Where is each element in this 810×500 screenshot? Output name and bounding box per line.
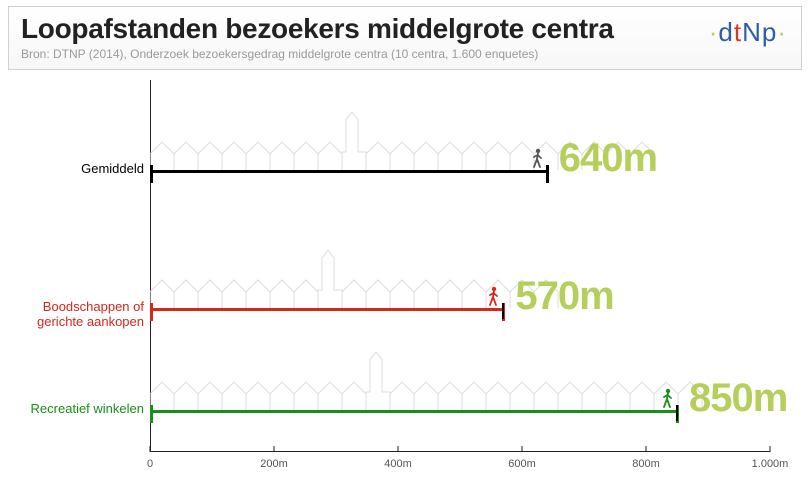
x-tick-mark <box>274 446 275 452</box>
x-tick-mark <box>398 446 399 452</box>
distance-value: 640m <box>559 136 657 181</box>
bar-endcap <box>546 165 549 183</box>
page-subtitle: Bron: DTNP (2014), Onderzoek bezoekersge… <box>21 47 789 61</box>
x-tick-label: 600m <box>508 458 536 470</box>
x-axis <box>150 451 770 452</box>
distance-value: 570m <box>515 274 613 319</box>
walker-icon <box>486 286 500 306</box>
x-tick-label: 800m <box>632 458 660 470</box>
dtnp-logo: ·dtNp· <box>709 17 787 48</box>
x-tick-label: 200m <box>260 458 288 470</box>
x-tick-label: 400m <box>384 458 412 470</box>
bar-endcap <box>502 303 505 321</box>
distance-bar <box>150 410 677 413</box>
row-label: Recreatief winkelen <box>4 402 144 417</box>
walker-icon <box>660 388 674 408</box>
x-tick-label: 1.000m <box>752 458 789 470</box>
header: Loopafstanden bezoekers middelgrote cent… <box>8 6 802 70</box>
bar-endcap <box>150 405 153 423</box>
x-tick-mark <box>646 446 647 452</box>
walker-icon <box>530 148 544 168</box>
x-tick-mark <box>522 446 523 452</box>
chart-plot: 0200m400m600m800m1.000m 640mGemiddeld 57… <box>150 80 770 470</box>
distance-bar <box>150 170 547 173</box>
distance-value: 850m <box>689 376 787 421</box>
row-label: Gemiddeld <box>4 162 144 177</box>
x-tick-mark <box>770 446 771 452</box>
y-axis <box>150 80 151 452</box>
bar-endcap <box>150 303 153 321</box>
page-title: Loopafstanden bezoekers middelgrote cent… <box>21 13 789 45</box>
x-tick-mark <box>150 446 151 452</box>
bar-endcap <box>150 165 153 183</box>
row-label: Boodschappen of gerichte aankopen <box>4 300 144 330</box>
townscape-illustration <box>150 248 572 308</box>
x-tick-label: 0 <box>147 458 153 470</box>
townscape-illustration <box>150 350 708 410</box>
bar-endcap <box>676 405 679 423</box>
distance-bar <box>150 308 503 311</box>
